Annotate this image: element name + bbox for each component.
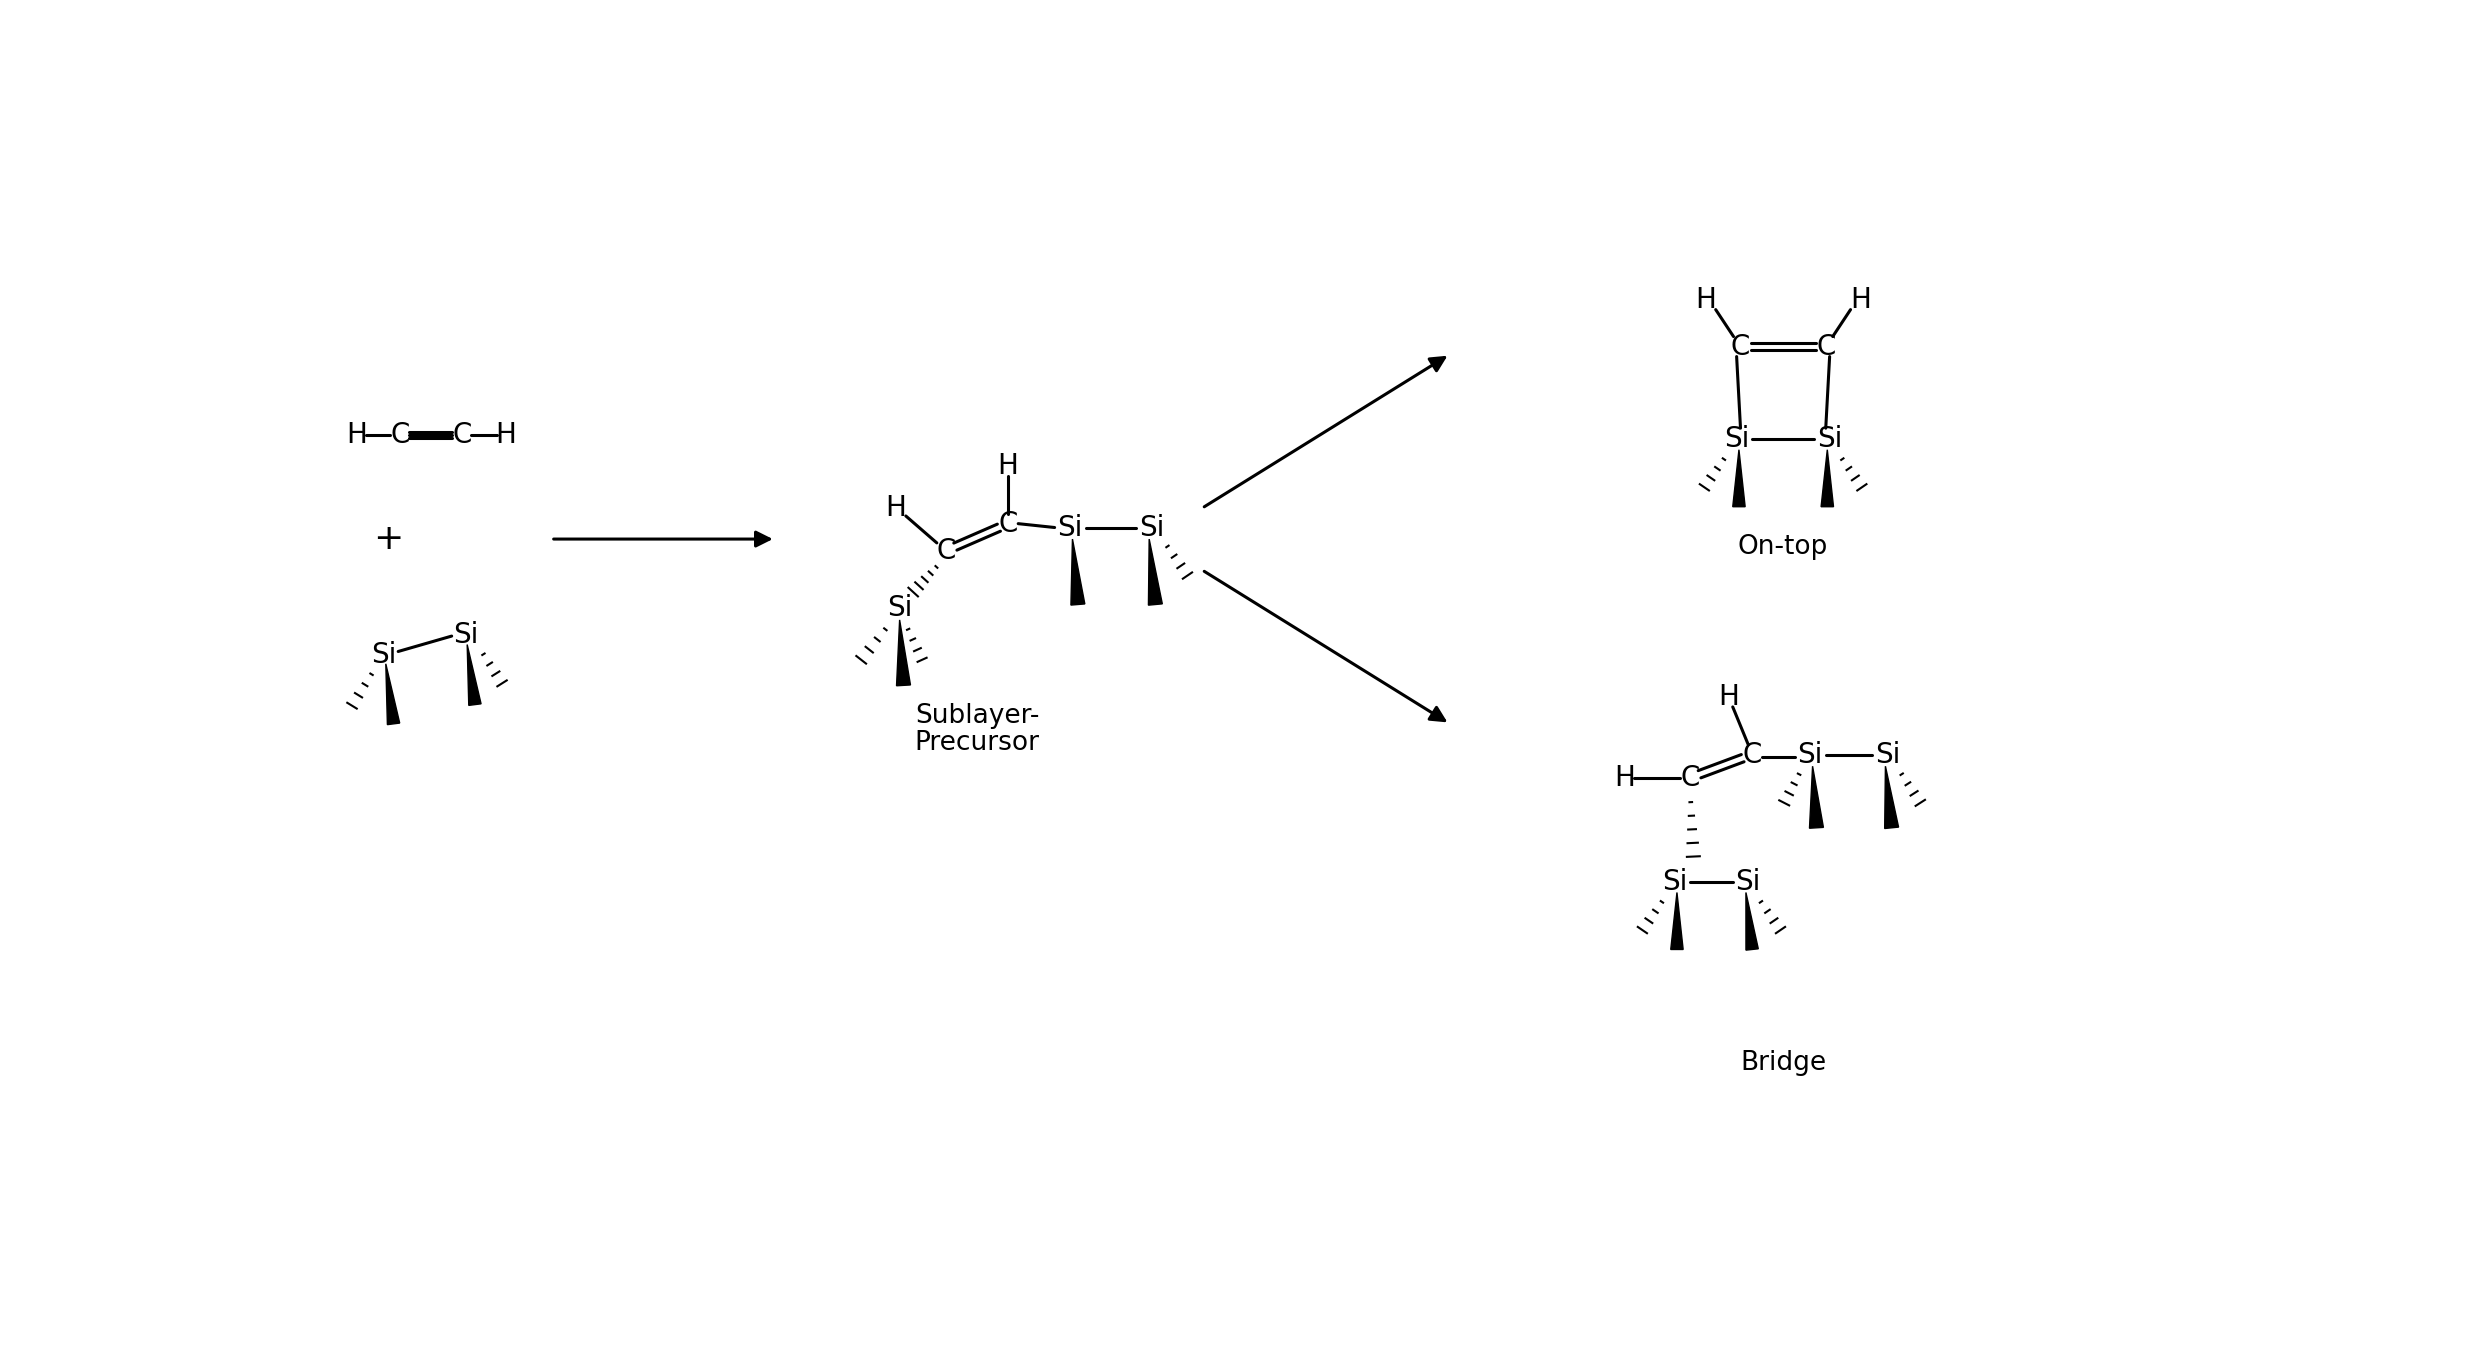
Text: Si: Si — [373, 640, 398, 669]
Polygon shape — [1670, 892, 1682, 949]
Text: Si: Si — [887, 594, 912, 623]
Polygon shape — [1884, 766, 1899, 829]
Text: H: H — [885, 495, 907, 522]
Text: Si: Si — [1059, 514, 1083, 542]
Text: H: H — [495, 421, 517, 449]
Text: H: H — [1851, 286, 1871, 314]
Text: C: C — [452, 421, 472, 449]
Text: C: C — [937, 537, 957, 565]
Text: Si: Si — [1138, 514, 1163, 542]
Text: Si: Si — [1817, 425, 1841, 453]
Text: H: H — [1613, 764, 1635, 791]
Text: C: C — [390, 421, 410, 449]
Text: C: C — [1732, 333, 1749, 360]
Text: C: C — [1680, 764, 1700, 791]
Polygon shape — [467, 644, 482, 705]
Text: C: C — [999, 510, 1019, 538]
Polygon shape — [1148, 539, 1163, 605]
Text: Si: Si — [1797, 740, 1824, 768]
Polygon shape — [1747, 892, 1759, 950]
Text: H: H — [348, 421, 368, 449]
Polygon shape — [1071, 539, 1086, 605]
Text: Si: Si — [1876, 740, 1901, 768]
Text: Precursor: Precursor — [914, 731, 1039, 756]
Text: Si: Si — [1662, 868, 1687, 895]
Polygon shape — [1732, 450, 1744, 507]
Text: Bridge: Bridge — [1740, 1050, 1826, 1076]
Text: C: C — [1742, 740, 1762, 768]
Polygon shape — [1809, 766, 1824, 828]
Text: On-top: On-top — [1737, 534, 1829, 559]
Text: Si: Si — [1735, 868, 1762, 895]
Text: Si: Si — [1725, 425, 1749, 453]
Text: +: + — [373, 522, 403, 557]
Text: H: H — [996, 452, 1019, 480]
Text: Si: Si — [452, 621, 477, 650]
Text: Sublayer-: Sublayer- — [914, 704, 1039, 729]
Polygon shape — [1822, 450, 1834, 507]
Text: C: C — [1817, 333, 1836, 360]
Text: H: H — [1695, 286, 1717, 314]
Text: H: H — [1720, 683, 1740, 710]
Polygon shape — [897, 620, 910, 686]
Polygon shape — [385, 663, 400, 725]
